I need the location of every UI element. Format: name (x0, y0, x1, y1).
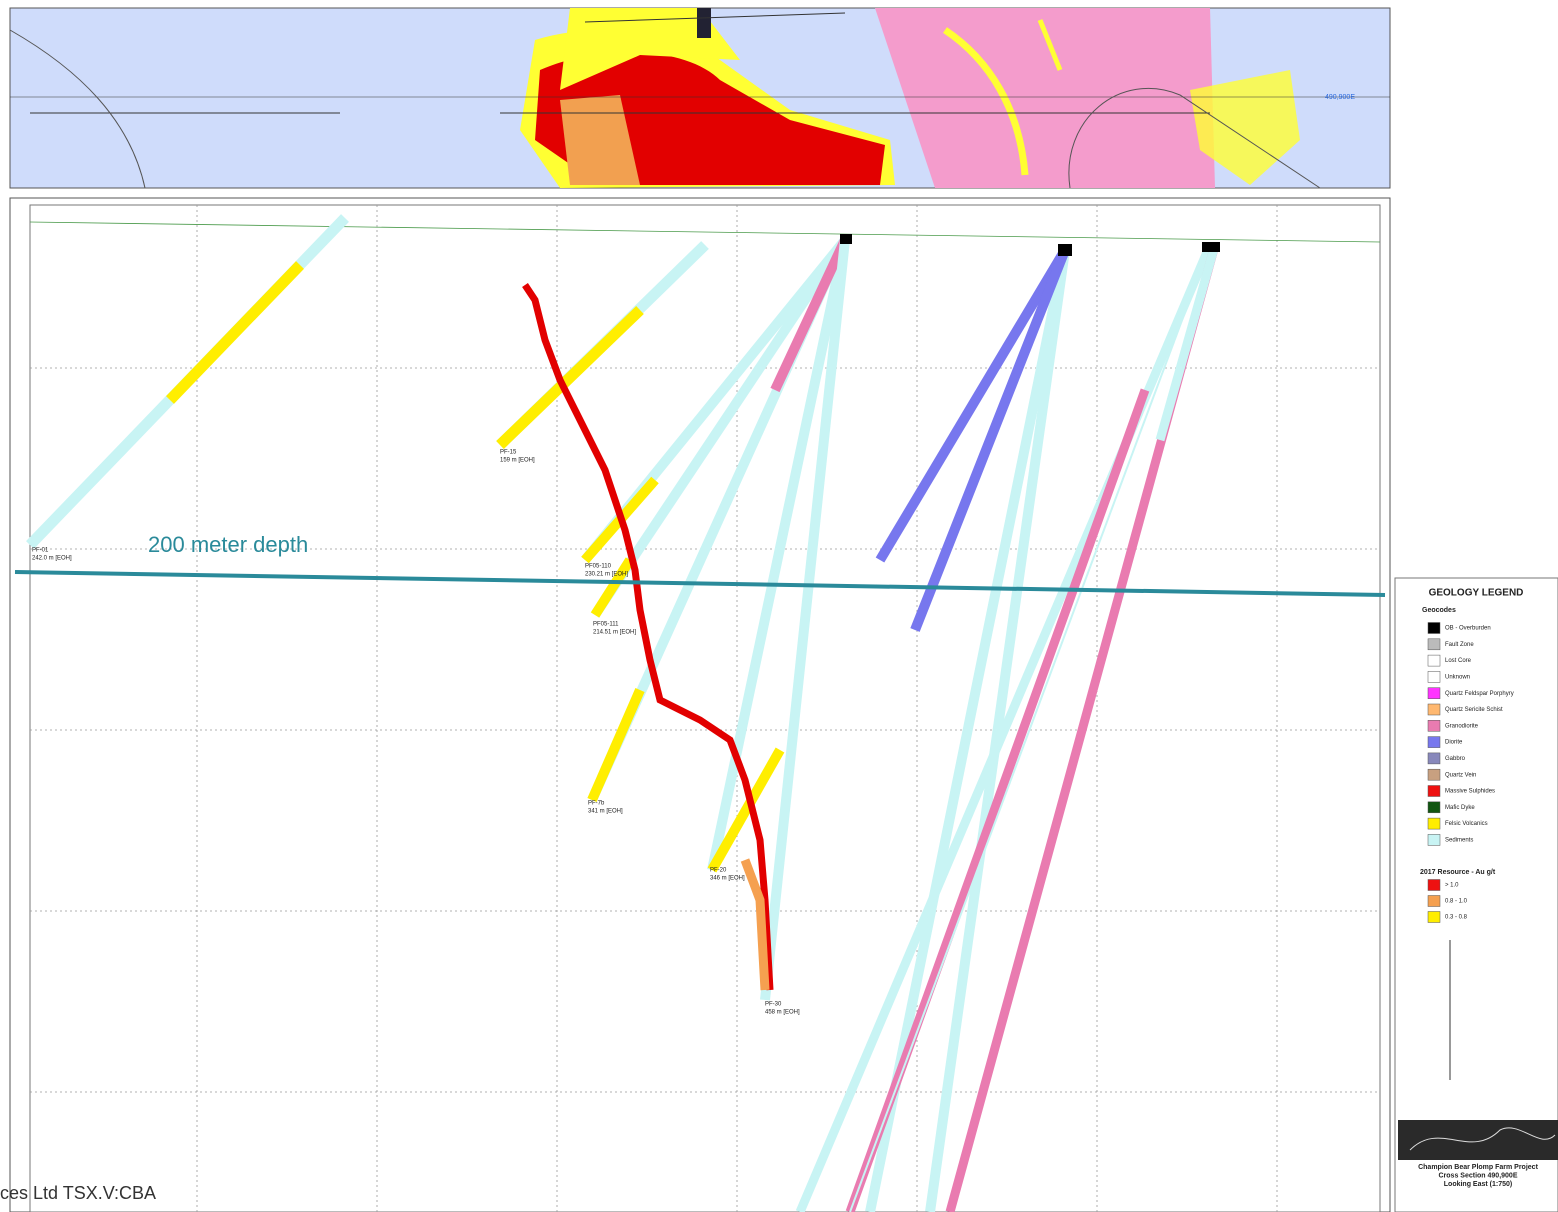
hole-depth: 242.0 m [EOH] (32, 556, 72, 562)
depth-line (14, 570, 1386, 597)
legend-label: OB - Overburden (1445, 626, 1491, 632)
hole-name: PF-30 (765, 1002, 782, 1008)
hole-depth: 341 m [EOH] (588, 809, 623, 815)
legend-label: Quartz Vein (1445, 772, 1476, 778)
legend-swatch (1427, 895, 1441, 907)
legend-label: Fault Zone (1445, 642, 1474, 648)
legend-label: Mafic Dyke (1445, 805, 1475, 811)
legend-subtitle: 2017 Resource - Au g/t (1420, 869, 1496, 876)
title-line: Looking East (1:750) (1444, 1181, 1512, 1188)
legend-label: Sediments (1445, 837, 1473, 843)
legend: GEOLOGY LEGEND Geocodes 2017 Resource - … (1394, 577, 1558, 1212)
legend-swatch (1427, 911, 1441, 923)
legend-label: Lost Core (1445, 658, 1472, 664)
legend-label: Diorite (1445, 740, 1463, 746)
title-line: Cross Section 490,900E (1439, 1172, 1518, 1179)
title-line: Champion Bear Plomp Farm Project (1418, 1164, 1538, 1171)
legend-swatch (1427, 736, 1441, 748)
plan-map: 490,900E (9, 7, 1391, 189)
legend-swatch (1427, 834, 1441, 846)
legend-title: GEOLOGY LEGEND (1429, 588, 1524, 599)
legend-swatch (1427, 752, 1441, 765)
legend-label: Massive Sulphides (1445, 789, 1495, 795)
legend-label: Quartz Feldspar Porphyry (1445, 691, 1514, 697)
legend-swatch (1427, 622, 1441, 634)
legend-label: Felsic Volcanics (1445, 821, 1488, 827)
legend-label: Quartz Sericite Schist (1445, 707, 1503, 713)
section-label: 490,900E (1325, 94, 1355, 101)
legend-swatch (1427, 817, 1441, 830)
legend-swatch (1427, 671, 1441, 683)
legend-label: 0.3 - 0.8 (1445, 915, 1468, 921)
legend-swatch (1427, 687, 1441, 699)
hole-depth: 458 m [EOH] (765, 1010, 800, 1016)
footer: ces Ltd TSX.V:CBA (0, 1183, 156, 1203)
legend-swatch (1427, 785, 1441, 797)
hole-name: PF-20 (710, 868, 727, 874)
legend-label: > 1.0 (1445, 883, 1459, 889)
massive-sulphide-trace (522, 283, 774, 991)
legend-label: Gabbro (1445, 756, 1466, 762)
legend-swatch (1427, 801, 1441, 814)
hole-depth: 346 m [EOH] (710, 876, 745, 882)
hole-name: PF-15 (500, 450, 517, 456)
cross-section: PF-01 242.0 m [EOH] PF-15 159 m [EOH] PF… (0, 197, 1391, 1212)
hole-name: PF-7b (588, 801, 605, 807)
legend-label: Granodiorite (1445, 723, 1479, 729)
legend-swatch (1427, 768, 1441, 781)
hole-name: PF-01 (32, 548, 49, 554)
legend-swatch (1427, 703, 1441, 716)
legend-swatch (1427, 638, 1441, 651)
hole-depth: 230.21 m [EOH] (585, 572, 628, 578)
legend-label: Unknown (1445, 674, 1470, 680)
resource-trace (740, 858, 770, 991)
legend-swatch (1427, 654, 1441, 667)
legend-swatch (1427, 879, 1441, 891)
hole-name: PF05-110 (585, 564, 612, 570)
legend-subtitle: Geocodes (1422, 607, 1456, 614)
depth-annotation: 200 meter depth (148, 532, 308, 557)
hole-depth: 214.51 m [EOH] (593, 630, 636, 636)
legend-label: 0.8 - 1.0 (1445, 899, 1468, 905)
drill-holes (26, 214, 1220, 1212)
legend-swatch (1427, 720, 1441, 732)
hole-depth: 159 m [EOH] (500, 458, 535, 464)
hole-name: PF05-111 (593, 622, 619, 628)
